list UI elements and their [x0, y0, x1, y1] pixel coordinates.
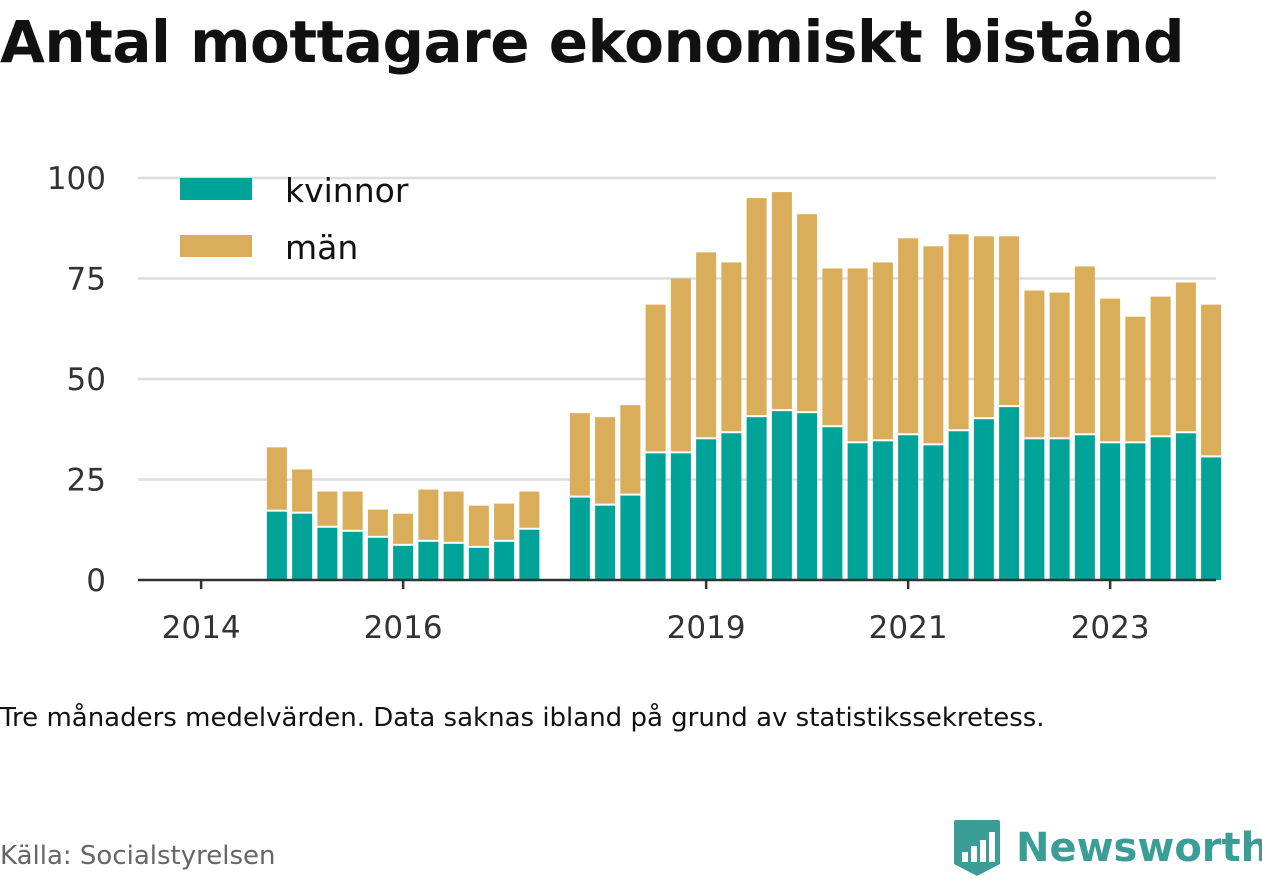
- y-tick-label: 25: [67, 463, 106, 499]
- bar-kvinnor-2022-Q1: [999, 407, 1020, 580]
- bar-man-2022-Q1: [999, 236, 1020, 406]
- bar-man-2017-Q2: [519, 491, 540, 528]
- bar-kvinnor-2016-Q4: [468, 547, 489, 580]
- bar-kvinnor-2020-Q1: [797, 413, 818, 580]
- bar-man-2020-Q4: [872, 262, 893, 440]
- legend-swatch-män: [180, 235, 252, 257]
- bar-kvinnor-2021-Q2: [923, 445, 944, 580]
- bar-kvinnor-2019-Q1: [696, 439, 717, 580]
- bar-kvinnor-2020-Q2: [822, 427, 843, 580]
- bar-kvinnor-2017-Q4: [569, 497, 590, 580]
- bar-kvinnor-2022-Q4: [1074, 435, 1095, 580]
- bar-man-2023-Q1: [1100, 298, 1121, 442]
- bar-kvinnor-2023-Q3: [1150, 437, 1171, 580]
- bar-man-2022-Q3: [1049, 292, 1070, 438]
- bar-man-2016-Q3: [443, 491, 464, 542]
- bar-man-2023-Q4: [1175, 282, 1196, 432]
- source-text: Källa: Socialstyrelsen: [0, 841, 276, 871]
- bar-kvinnor-2018-Q4: [670, 453, 691, 580]
- bar-man-2015-Q1: [292, 469, 313, 512]
- brand-logo[interactable]: Newsworthy: [952, 818, 1262, 878]
- x-tick-label: 2023: [1071, 610, 1150, 646]
- bar-chart: 0 25 50 75 100 2014 2016 2019 2021 2023 kvinnor mä…: [47, 161, 1222, 646]
- bar-kvinnor-2022-Q3: [1049, 439, 1070, 580]
- brand-name: Newsworthy: [1016, 825, 1262, 871]
- bar-kvinnor-2015-Q1: [292, 513, 313, 580]
- bar-kvinnor-2015-Q3: [342, 531, 363, 580]
- bar-kvinnor-2019-Q3: [746, 417, 767, 580]
- bar-man-2018-Q4: [670, 278, 691, 452]
- bar-kvinnor-2019-Q4: [771, 411, 792, 580]
- bar-kvinnor-2020-Q4: [872, 441, 893, 580]
- bar-kvinnor-2016-Q3: [443, 543, 464, 580]
- bar-man-2019-Q4: [771, 192, 792, 410]
- bars: [266, 192, 1222, 580]
- bar-kvinnor-2024-Q1: [1201, 457, 1222, 580]
- bar-kvinnor-2015-Q4: [367, 537, 388, 580]
- bar-kvinnor-2018-Q1: [595, 505, 616, 580]
- bar-kvinnor-2021-Q4: [973, 419, 994, 580]
- axes: 0 25 50 75 100 2014 2016 2019 2021 2023: [47, 161, 1216, 646]
- bar-kvinnor-2018-Q3: [645, 453, 666, 580]
- bar-man-2019-Q2: [721, 262, 742, 432]
- x-tick-label: 2016: [364, 610, 443, 646]
- bar-man-2019-Q3: [746, 198, 767, 416]
- bar-kvinnor-2021-Q1: [898, 435, 919, 580]
- bar-man-2017-Q4: [569, 413, 590, 496]
- x-tick-label: 2021: [869, 610, 948, 646]
- bar-kvinnor-2016-Q1: [393, 545, 414, 580]
- bar-kvinnor-2023-Q2: [1125, 443, 1146, 580]
- bar-man-2018-Q3: [645, 304, 666, 452]
- bar-man-2014-Q4: [266, 447, 287, 510]
- chart-title: Antal mottagare ekonomiskt bistånd: [0, 8, 1185, 76]
- y-tick-label: 0: [86, 563, 106, 599]
- y-tick-label: 50: [67, 362, 106, 398]
- bar-man-2015-Q3: [342, 491, 363, 530]
- bar-kvinnor-2017-Q2: [519, 529, 540, 580]
- bar-man-2018-Q2: [620, 405, 641, 494]
- bar-man-2022-Q4: [1074, 266, 1095, 434]
- bar-man-2022-Q2: [1024, 290, 1045, 438]
- bar-kvinnor-2015-Q2: [317, 527, 338, 580]
- bar-kvinnor-2018-Q2: [620, 495, 641, 580]
- bar-man-2016-Q4: [468, 505, 489, 546]
- bar-man-2021-Q2: [923, 246, 944, 444]
- bar-kvinnor-2016-Q2: [418, 541, 439, 580]
- y-tick-label: 75: [67, 262, 106, 298]
- bar-kvinnor-2023-Q4: [1175, 433, 1196, 580]
- bar-man-2016-Q2: [418, 489, 439, 540]
- bar-man-2020-Q3: [847, 268, 868, 442]
- bar-man-2015-Q4: [367, 509, 388, 536]
- bar-kvinnor-2017-Q1: [494, 541, 515, 580]
- bar-kvinnor-2014-Q4: [266, 511, 287, 580]
- bar-man-2021-Q3: [948, 234, 969, 430]
- bar-kvinnor-2023-Q1: [1100, 443, 1121, 580]
- bar-man-2023-Q2: [1125, 316, 1146, 442]
- bar-kvinnor-2021-Q3: [948, 431, 969, 580]
- bar-chart-badge-icon: [954, 820, 1000, 876]
- legend-label: kvinnor: [285, 171, 409, 210]
- bar-man-2024-Q1: [1201, 304, 1222, 456]
- legend-label: män: [285, 228, 358, 267]
- bar-man-2015-Q2: [317, 491, 338, 526]
- bar-man-2016-Q1: [393, 513, 414, 544]
- bar-man-2018-Q1: [595, 417, 616, 504]
- bar-kvinnor-2022-Q2: [1024, 439, 1045, 580]
- legend-swatch-kvinnor: [180, 178, 252, 200]
- bar-kvinnor-2020-Q3: [847, 443, 868, 580]
- bar-man-2017-Q1: [494, 503, 515, 540]
- bar-man-2021-Q4: [973, 236, 994, 418]
- x-tick-label: 2014: [162, 610, 241, 646]
- legend: kvinnor män: [180, 171, 409, 267]
- chart-note: Tre månaders medelvärden. Data saknas ib…: [0, 703, 1045, 733]
- bar-man-2020-Q2: [822, 268, 843, 426]
- bar-man-2021-Q1: [898, 238, 919, 434]
- y-tick-label: 100: [47, 161, 106, 197]
- bar-kvinnor-2019-Q2: [721, 433, 742, 580]
- bar-man-2020-Q1: [797, 214, 818, 412]
- x-tick-label: 2019: [667, 610, 746, 646]
- bar-man-2023-Q3: [1150, 296, 1171, 436]
- bar-man-2019-Q1: [696, 252, 717, 438]
